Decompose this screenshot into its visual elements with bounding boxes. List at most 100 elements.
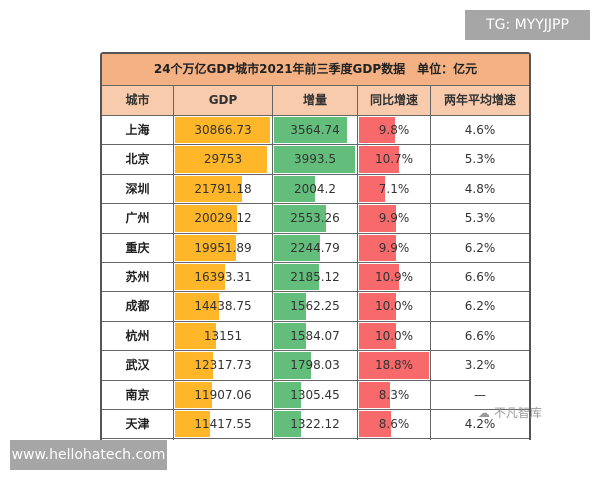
gdp-bar [175, 205, 237, 232]
yoy-cell: 8.6% [358, 409, 431, 439]
yoy-value: 10.0% [374, 328, 414, 343]
inc-value: 3993.5 [294, 152, 336, 167]
yoy-cell: 7.1% [358, 174, 431, 204]
inc-value: 1584.07 [290, 328, 340, 343]
table-row: 天津 11417.55 1322.12 8.6% 4.2% [102, 409, 529, 440]
table-title: 24个万亿GDP城市2021年前三季度GDP数据 单位：亿元 [102, 54, 529, 86]
yoy-cell: 9.9% [358, 233, 431, 262]
inc-value: 2244.79 [290, 240, 340, 255]
gdp-cell: 13151 [174, 321, 273, 351]
yoy-value: 8.3% [378, 387, 410, 402]
yoy-value: 7.1% [378, 181, 410, 196]
table-row: 苏州 16393.31 2185.12 10.9% 6.6% [102, 262, 529, 293]
yoy-bar [359, 234, 396, 261]
inc-bar [274, 146, 356, 173]
yoy-value: 9.9% [378, 211, 410, 226]
gdp-cell: 12317.73 [174, 351, 273, 380]
yoy-bar [359, 263, 400, 291]
inc-bar [274, 293, 306, 320]
increase-cell: 2185.12 [273, 262, 358, 292]
table-body: 上海 30866.73 3564.74 9.8% 4.6% 北京 29753 3993.5 10… [102, 116, 529, 440]
two-year-avg-cell: 5.3% [464, 211, 496, 226]
increase-cell: 3564.74 [273, 116, 358, 145]
gdp-value: 11417.55 [194, 416, 252, 431]
table-row-partial [102, 439, 529, 440]
table-row: 成都 14438.75 1562.25 10.0% 6.2% [102, 292, 529, 322]
table-row: 杭州 13151 1584.07 10.0% 6.6% [102, 321, 529, 352]
header-gdp: GDP [174, 86, 273, 115]
gdp-table: 24个万亿GDP城市2021年前三季度GDP数据 单位：亿元 城市 GDP 增量… [100, 52, 531, 440]
gdp-cell: 11907.06 [174, 380, 273, 409]
gdp-cell: 14438.75 [174, 292, 273, 321]
inc-bar [274, 263, 319, 291]
gdp-bar [175, 263, 226, 291]
gdp-bar [175, 146, 267, 173]
gdp-value: 14438.75 [194, 299, 252, 314]
yoy-cell: 10.7% [358, 145, 431, 174]
two-year-avg-cell: 4.2% [464, 416, 496, 431]
inc-value: 1562.25 [290, 299, 340, 314]
yoy-cell: 18.8% [358, 351, 431, 380]
gdp-value: 30866.73 [194, 123, 252, 137]
yoy-cell: 9.9% [358, 204, 431, 233]
two-year-avg-cell: 6.6% [464, 328, 496, 343]
gdp-bar [175, 234, 237, 261]
gdp-bar [175, 322, 216, 350]
gdp-bar [175, 175, 243, 203]
gdp-value: 16393.31 [194, 269, 252, 284]
yoy-bar [359, 146, 399, 173]
increase-cell: 2004.2 [273, 174, 358, 204]
inc-value: 2004.2 [294, 181, 336, 196]
table-row: 广州 20029.12 2553.26 9.9% 5.3% [102, 204, 529, 234]
gdp-value: 11907.06 [194, 387, 252, 402]
gdp-cell: 21791.18 [174, 174, 273, 204]
gdp-bar [175, 410, 211, 438]
yoy-bar [359, 322, 397, 350]
gdp-bar [175, 352, 213, 379]
yoy-value: 18.8% [374, 358, 414, 373]
yoy-bar [359, 175, 386, 203]
increase-cell: 2244.79 [273, 233, 358, 262]
gdp-bar [175, 293, 220, 320]
header-row: 城市 GDP 增量 同比增速 两年平均增速 [102, 86, 529, 116]
inc-bar [274, 117, 347, 144]
city-cell: 北京 [102, 145, 174, 174]
increase-cell: 1562.25 [273, 292, 358, 321]
yoy-bar [359, 410, 391, 438]
yoy-value: 10.9% [374, 269, 414, 284]
gdp-value: 20029.12 [194, 211, 252, 226]
increase-cell: 1305.45 [273, 380, 358, 409]
inc-bar [274, 410, 301, 438]
yoy-bar [359, 205, 396, 232]
gdp-bar [175, 381, 212, 408]
table-row: 南京 11907.06 1305.45 8.3% — [102, 380, 529, 410]
two-year-avg-cell: 3.2% [464, 358, 496, 373]
inc-value: 2185.12 [290, 269, 340, 284]
yoy-cell: 9.8% [358, 116, 431, 145]
wechat-label: 不凡智库 [493, 406, 542, 420]
two-year-avg-cell: — [474, 387, 486, 402]
two-year-avg-cell: 4.6% [464, 123, 496, 137]
inc-value: 1798.03 [290, 358, 340, 373]
city-cell: 上海 [102, 116, 174, 145]
yoy-cell: 10.9% [358, 262, 431, 292]
yoy-cell: 10.0% [358, 292, 431, 321]
yoy-value: 10.0% [374, 299, 414, 314]
gdp-value: 12317.73 [194, 358, 252, 373]
inc-value: 3564.74 [290, 123, 340, 137]
city-cell: 成都 [102, 292, 174, 321]
tg-watermark: TG: MYYJJPP [465, 10, 590, 40]
yoy-cell: 8.3% [358, 380, 431, 409]
gdp-value: 21791.18 [194, 181, 252, 196]
table-row: 上海 30866.73 3564.74 9.8% 4.6% [102, 116, 529, 146]
increase-cell: 1584.07 [273, 321, 358, 351]
wechat-icon: ☁ [478, 406, 494, 420]
wechat-watermark: ☁ 不凡智库 [478, 404, 542, 421]
table-row: 深圳 21791.18 2004.2 7.1% 4.8% [102, 174, 529, 205]
inc-bar [274, 234, 320, 261]
city-cell: 重庆 [102, 233, 174, 262]
yoy-value: 10.7% [374, 152, 414, 167]
inc-bar [274, 381, 301, 408]
header-two-year-avg: 两年平均增速 [443, 93, 516, 107]
city-cell: 深圳 [102, 174, 174, 204]
